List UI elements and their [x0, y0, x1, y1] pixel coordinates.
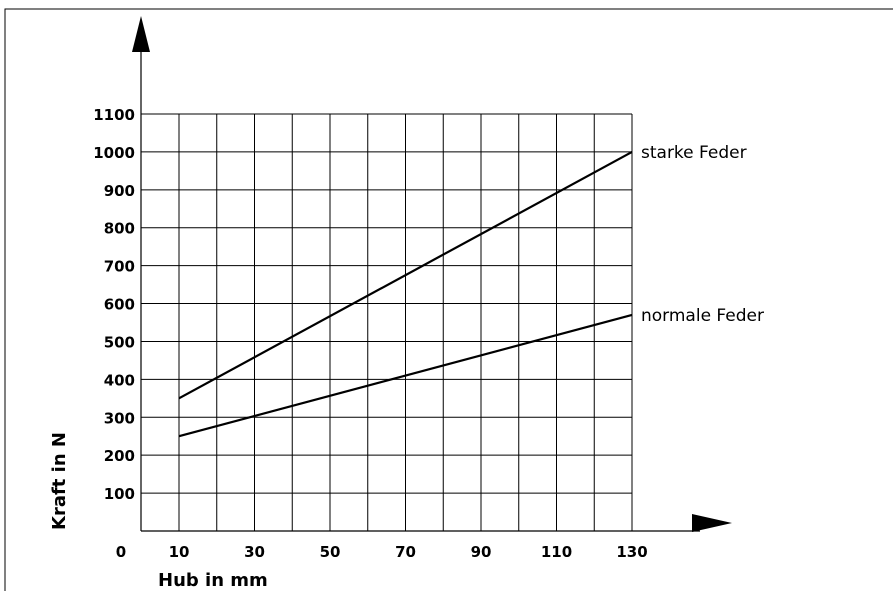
tick-labels: 100 200 300 400 500 600 700 800 900 1000 1100 0 10 30…	[93, 106, 647, 561]
x-tick-label: 50	[320, 543, 341, 561]
series-label: starke Feder	[641, 143, 747, 163]
y-tick-label: 700	[104, 258, 135, 276]
series-line-normale-feder	[178, 313, 633, 438]
x-tick-label: 110	[541, 543, 572, 561]
y-axis-title: Kraft in N	[49, 432, 70, 530]
x-axis-title: Hub in mm	[158, 570, 268, 591]
y-tick-label: 900	[104, 182, 135, 200]
y-tick-label: 400	[104, 371, 135, 389]
x-tick-label: 0	[116, 543, 126, 561]
x-axis-arrow-icon	[692, 514, 732, 532]
series-line-starke-feder	[178, 150, 633, 400]
x-tick-label: 30	[244, 543, 265, 561]
x-tick-label: 70	[395, 543, 416, 561]
series-label: normale Feder	[641, 306, 764, 326]
y-tick-label: 100	[104, 485, 135, 503]
x-tick-label: 130	[616, 543, 647, 561]
y-tick-label: 600	[104, 296, 135, 314]
y-tick-label: 200	[104, 447, 135, 465]
y-tick-label: 800	[104, 220, 135, 238]
y-tick-label: 500	[104, 333, 135, 351]
image-frame	[4, 8, 893, 591]
series: starke Feder normale Feder	[178, 143, 764, 438]
x-tick-label: 10	[169, 543, 190, 561]
y-tick-label: 300	[104, 409, 135, 427]
y-axis-arrow-icon	[132, 16, 150, 52]
axes	[132, 16, 732, 532]
x-tick-label: 90	[471, 543, 492, 561]
y-tick-label: 1100	[93, 106, 135, 124]
y-tick-label: 1000	[93, 144, 135, 162]
grid	[141, 113, 633, 531]
